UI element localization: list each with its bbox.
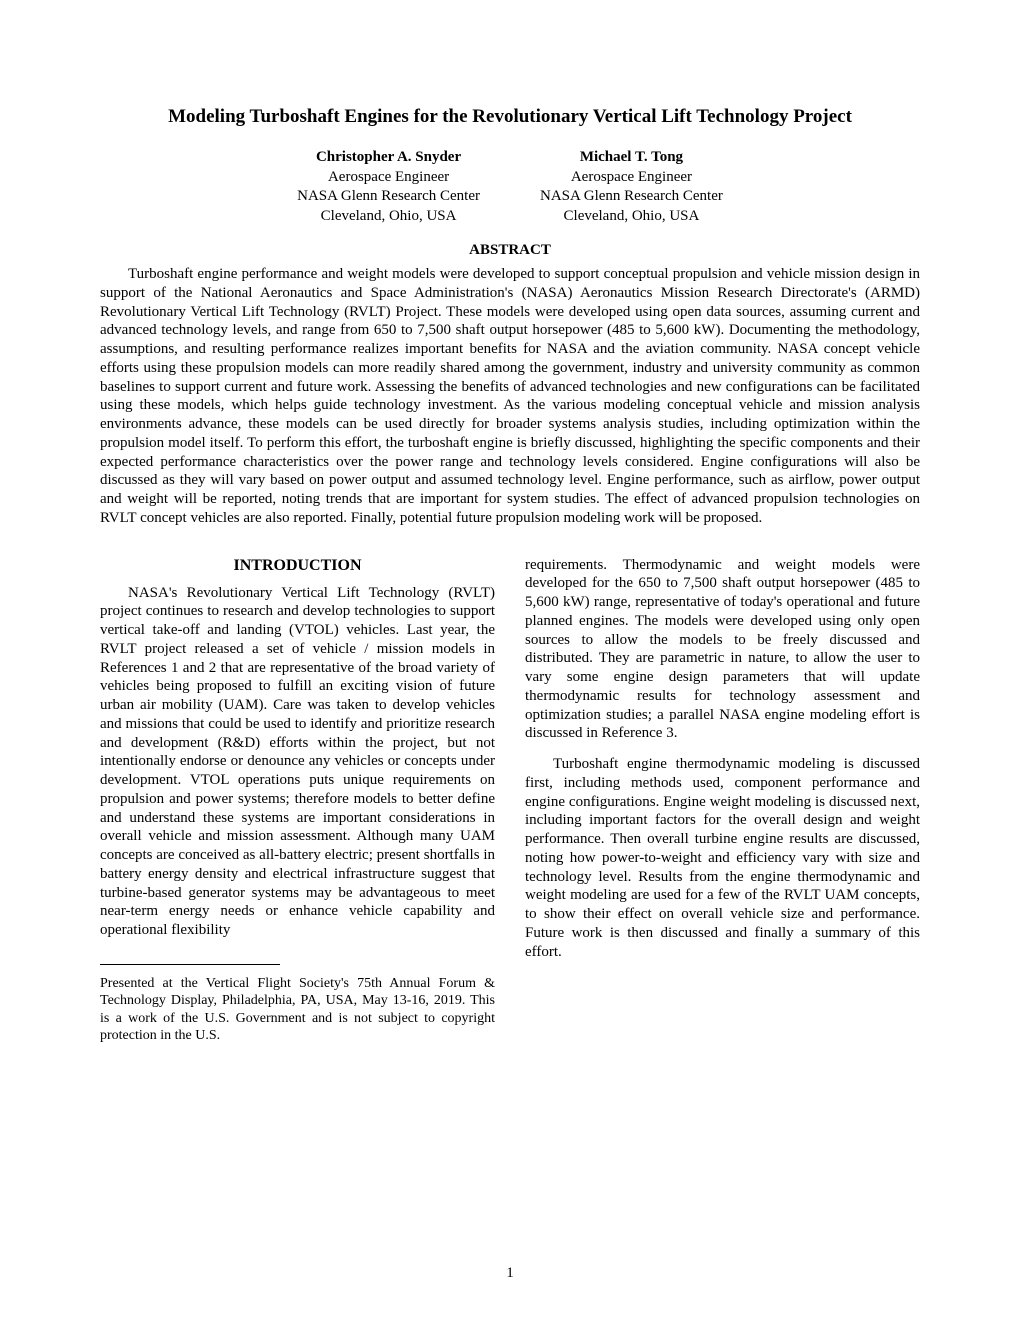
footnote-divider bbox=[100, 964, 280, 965]
author-2-location: Cleveland, Ohio, USA bbox=[540, 207, 723, 227]
author-1-name: Christopher A. Snyder bbox=[297, 148, 480, 168]
author-2: Michael T. Tong Aerospace Engineer NASA … bbox=[540, 148, 723, 226]
introduction-heading: INTRODUCTION bbox=[100, 556, 495, 576]
two-column-body: INTRODUCTION NASA's Revolutionary Vertic… bbox=[100, 556, 920, 1045]
authors-block: Christopher A. Snyder Aerospace Engineer… bbox=[100, 148, 920, 226]
page-number: 1 bbox=[506, 1265, 514, 1282]
author-1: Christopher A. Snyder Aerospace Engineer… bbox=[297, 148, 480, 226]
author-2-name: Michael T. Tong bbox=[540, 148, 723, 168]
intro-paragraph-1: NASA's Revolutionary Vertical Lift Techn… bbox=[100, 584, 495, 940]
footnote-text: Presented at the Vertical Flight Society… bbox=[100, 975, 495, 1045]
paper-title: Modeling Turboshaft Engines for the Revo… bbox=[100, 106, 920, 128]
intro-paragraph-continuation: requirements. Thermodynamic and weight m… bbox=[525, 556, 920, 744]
abstract-heading: ABSTRACT bbox=[100, 242, 920, 259]
right-column: requirements. Thermodynamic and weight m… bbox=[525, 556, 920, 1045]
author-2-role: Aerospace Engineer bbox=[540, 168, 723, 188]
intro-paragraph-2: Turboshaft engine thermodynamic modeling… bbox=[525, 755, 920, 961]
abstract-body: Turboshaft engine performance and weight… bbox=[100, 265, 920, 528]
author-1-affiliation: NASA Glenn Research Center bbox=[297, 187, 480, 207]
left-column: INTRODUCTION NASA's Revolutionary Vertic… bbox=[100, 556, 495, 1045]
author-2-affiliation: NASA Glenn Research Center bbox=[540, 187, 723, 207]
author-1-location: Cleveland, Ohio, USA bbox=[297, 207, 480, 227]
author-1-role: Aerospace Engineer bbox=[297, 168, 480, 188]
